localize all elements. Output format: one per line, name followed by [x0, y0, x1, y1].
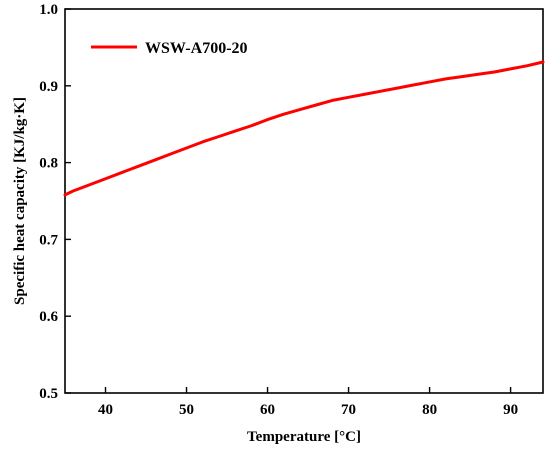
y-tick-label: 0.6 — [39, 309, 58, 325]
y-axis-title: Specific heat capacity [KJ/kg·K] — [12, 97, 28, 305]
legend-label-1: WSW-A700-20 — [145, 40, 248, 57]
y-tick-label: 0.5 — [39, 386, 58, 402]
x-tick-label: 70 — [341, 402, 356, 418]
x-tick-label: 40 — [98, 402, 113, 418]
x-tick-label: 50 — [179, 402, 194, 418]
plot-frame — [64, 8, 544, 394]
ticks: 40 50 60 70 80 90 0.5 0.6 0.7 0.8 0.9 1.0 — [39, 2, 518, 418]
axes — [64, 8, 544, 394]
series-layer — [63, 60, 545, 197]
series-line-1 — [63, 60, 545, 197]
x-tick-label: 90 — [503, 402, 518, 418]
y-tick-label: 0.8 — [39, 156, 58, 172]
y-tick-label: 0.7 — [39, 232, 58, 248]
y-tick-label: 0.9 — [39, 79, 58, 95]
x-tick-label: 80 — [422, 402, 437, 418]
y-tick-label: 1.0 — [39, 2, 58, 18]
x-tick-label: 60 — [260, 402, 275, 418]
x-axis-title: Temperature [°C] — [247, 429, 361, 445]
legend: WSW-A700-20 — [91, 40, 248, 57]
